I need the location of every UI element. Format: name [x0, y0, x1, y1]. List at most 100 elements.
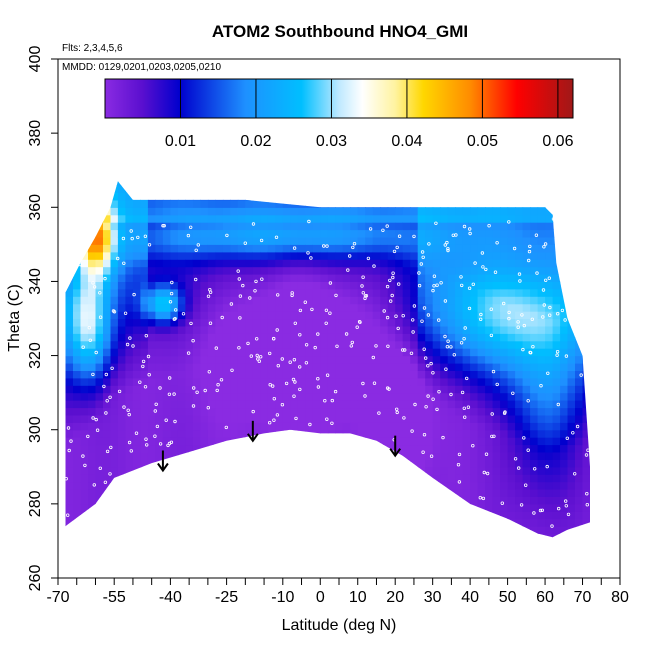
field-cell — [440, 318, 449, 327]
field-cell — [140, 207, 149, 216]
field-cell — [230, 303, 239, 312]
data-field — [65, 170, 598, 556]
field-cell — [125, 459, 134, 468]
field-cell — [335, 266, 344, 275]
field-cell — [507, 429, 516, 438]
field-cell — [567, 533, 576, 538]
field-cell — [80, 311, 89, 320]
field-cell — [297, 311, 306, 320]
observation-dot — [256, 357, 260, 361]
observation-dot — [429, 454, 434, 458]
field-cell — [65, 296, 74, 305]
field-cell — [65, 489, 67, 497]
field-cell — [297, 377, 306, 386]
field-cell — [575, 452, 584, 460]
field-cell — [110, 496, 119, 505]
field-cell — [312, 244, 321, 253]
field-cell — [282, 251, 291, 260]
field-cell — [470, 192, 479, 201]
field-cell — [125, 207, 134, 216]
field-cell — [275, 181, 284, 186]
field-cell — [65, 496, 74, 505]
field-cell — [395, 377, 404, 386]
field-cell — [215, 325, 224, 334]
field-cell — [132, 385, 141, 394]
field-cell — [530, 192, 539, 201]
field-cell — [522, 199, 531, 208]
field-cell — [73, 325, 82, 334]
field-cell — [305, 363, 314, 371]
observation-dot — [471, 282, 475, 286]
field-cell — [410, 548, 418, 556]
field-cell — [125, 355, 134, 364]
field-cell — [485, 363, 494, 371]
field-cell — [177, 533, 186, 538]
field-cell — [275, 251, 284, 260]
field-cell — [305, 333, 314, 342]
field-cell — [178, 170, 186, 178]
field-cell — [552, 181, 561, 186]
field-cell — [65, 281, 67, 290]
field-cell — [470, 414, 479, 423]
field-cell — [95, 244, 104, 253]
field-cell — [568, 548, 576, 556]
field-cell — [290, 489, 299, 497]
field-cell — [282, 466, 291, 475]
field-cell — [507, 181, 516, 186]
field-cell — [410, 407, 419, 416]
field-cell — [80, 222, 89, 231]
field-cell — [545, 466, 554, 475]
field-cell — [537, 400, 546, 409]
field-cell — [440, 452, 449, 460]
field-cell — [282, 214, 291, 223]
field-cell — [552, 244, 561, 253]
field-cell — [103, 400, 112, 409]
observation-dot — [194, 248, 198, 252]
observation-dot — [164, 418, 168, 422]
field-cell — [402, 325, 411, 334]
field-cell — [432, 340, 441, 349]
field-cell — [275, 214, 284, 223]
field-cell — [207, 503, 216, 512]
field-cell — [402, 222, 411, 231]
field-cell — [567, 518, 576, 527]
field-cell — [200, 185, 209, 193]
field-cell — [237, 489, 246, 497]
field-cell — [192, 414, 201, 423]
field-cell — [545, 481, 554, 490]
field-cell — [252, 466, 261, 475]
field-cell — [200, 526, 209, 535]
observation-dot — [186, 351, 191, 355]
field-cell — [357, 281, 366, 290]
field-cell — [282, 437, 291, 446]
field-cell — [350, 296, 359, 305]
field-cell — [440, 437, 449, 446]
field-cell — [500, 466, 509, 475]
field-cell — [590, 207, 598, 215]
field-cell — [185, 437, 194, 446]
field-cell — [282, 192, 291, 201]
field-cell — [80, 385, 89, 394]
field-cell — [65, 459, 67, 468]
field-cell — [282, 452, 291, 460]
field-cell — [492, 340, 501, 349]
field-cell — [207, 355, 216, 364]
field-cell — [65, 452, 67, 460]
field-cell — [73, 533, 82, 538]
field-cell — [350, 266, 359, 275]
field-cell — [305, 377, 314, 386]
field-cell — [387, 503, 396, 512]
field-cell — [440, 303, 449, 312]
field-cell — [132, 422, 141, 431]
field-cell — [140, 489, 149, 497]
field-cell — [117, 377, 126, 386]
field-cell — [185, 548, 193, 556]
observation-dot — [348, 254, 352, 258]
field-cell — [200, 481, 209, 490]
field-cell — [350, 274, 359, 282]
field-cell — [313, 170, 321, 178]
field-cell — [372, 281, 381, 290]
field-cell — [252, 266, 261, 275]
observation-dot — [473, 261, 477, 265]
field-cell — [215, 437, 224, 446]
